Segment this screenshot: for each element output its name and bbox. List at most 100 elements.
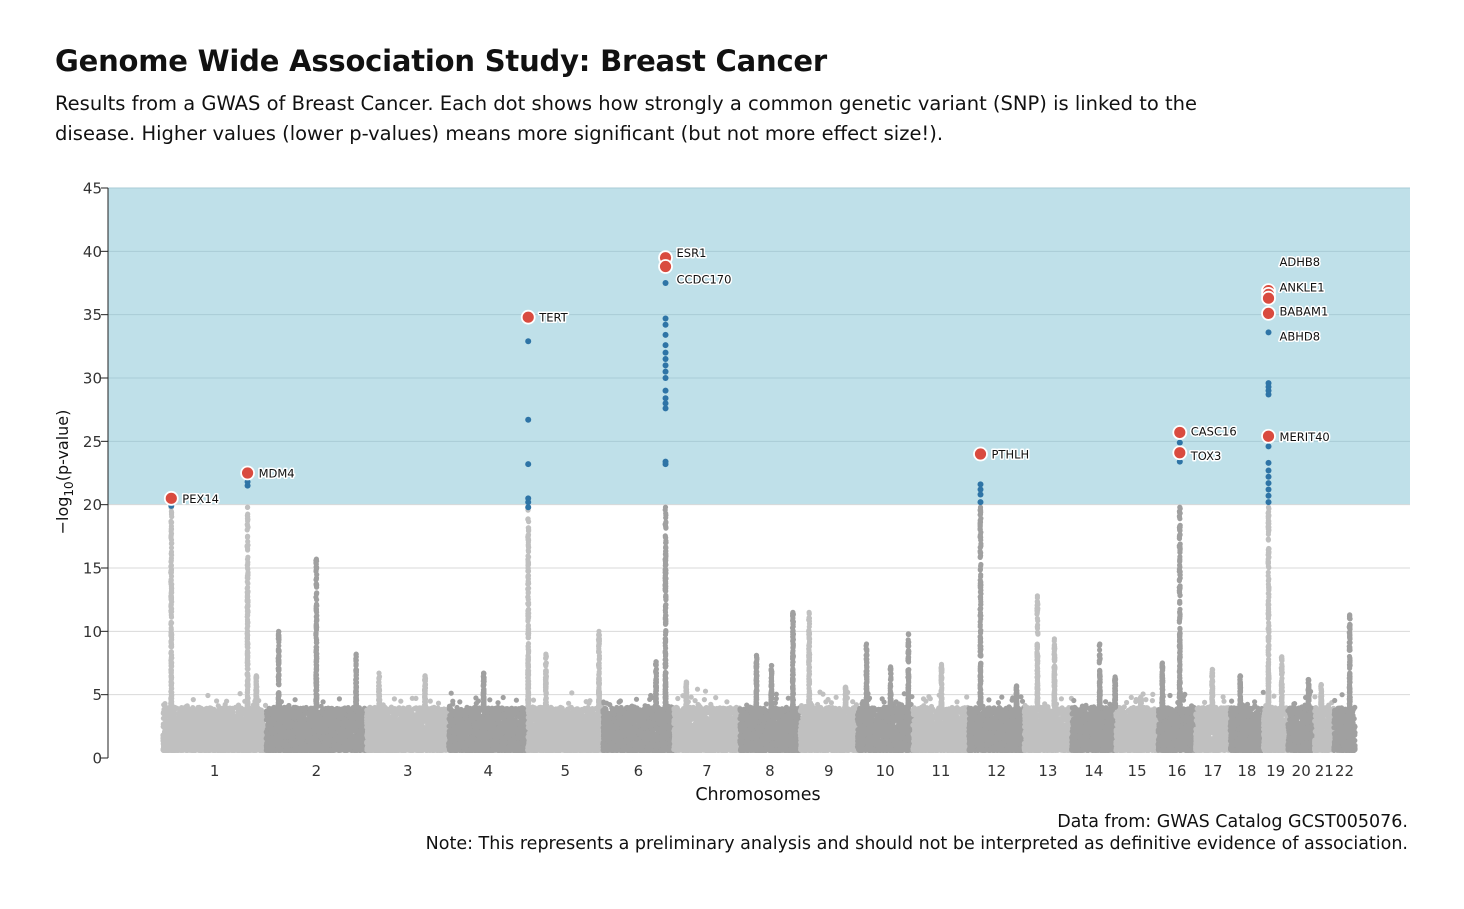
snp-point	[299, 738, 304, 743]
snp-point	[304, 748, 309, 753]
snp-point	[269, 748, 274, 753]
snp-point	[194, 711, 199, 716]
snp-point	[187, 745, 192, 750]
snp-point	[290, 722, 295, 727]
snp-point	[325, 722, 330, 727]
snp-point	[242, 747, 247, 752]
snp-point	[267, 738, 272, 743]
snp-point	[359, 747, 364, 752]
snp-point	[355, 743, 360, 748]
snp-point	[337, 748, 342, 753]
snp-point	[282, 725, 287, 730]
snp-point	[276, 713, 281, 718]
snp-point	[358, 709, 363, 714]
snp-point	[214, 710, 219, 715]
snp-point	[162, 736, 167, 741]
snp-point	[204, 743, 209, 748]
snp-point	[326, 738, 331, 743]
snp-point	[309, 746, 314, 751]
snp-point	[201, 714, 206, 719]
snp-point	[231, 722, 236, 727]
snp-point	[337, 696, 342, 701]
snp-point	[342, 734, 347, 739]
snp-point	[317, 730, 322, 735]
snp-point	[199, 747, 204, 752]
snp-point	[300, 724, 305, 729]
snp-point	[310, 730, 315, 735]
snp-point	[275, 747, 280, 752]
snp-point	[254, 724, 259, 729]
snp-point	[174, 731, 179, 736]
snp-point	[173, 726, 178, 731]
snp-point	[249, 745, 254, 750]
snp-point	[182, 715, 187, 720]
snp-point	[171, 721, 176, 726]
snp-point	[161, 702, 166, 707]
snp-point	[298, 706, 303, 711]
snp-point	[180, 731, 185, 736]
snp-point	[303, 711, 308, 716]
snp-point	[348, 710, 353, 715]
snp-point	[191, 722, 196, 727]
snp-point	[319, 704, 324, 709]
snp-point	[310, 724, 315, 729]
snp-point	[195, 716, 200, 721]
snp-point	[351, 739, 356, 744]
snp-point	[173, 745, 178, 750]
snp-point	[200, 729, 205, 734]
snp-point	[283, 748, 288, 753]
snp-point	[335, 723, 340, 728]
snp-point	[163, 748, 168, 753]
snp-point	[353, 725, 358, 730]
snp-point	[260, 723, 265, 728]
snp-point	[244, 719, 249, 724]
snp-point	[253, 719, 258, 724]
snp-point	[162, 729, 167, 734]
snp-point	[333, 735, 338, 740]
snp-point	[343, 708, 348, 713]
snp-point	[252, 714, 257, 719]
snp-point	[162, 710, 167, 715]
snp-point	[314, 710, 319, 715]
snp-point	[207, 705, 212, 710]
snp-point	[231, 709, 236, 714]
snp-point	[247, 713, 252, 718]
snp-point	[234, 747, 239, 752]
snp-point	[356, 733, 361, 738]
snp-point	[180, 740, 185, 745]
snp-point	[214, 698, 219, 703]
snp-point	[175, 706, 180, 711]
snp-point	[199, 742, 204, 747]
snp-point	[213, 720, 218, 725]
snp-point	[325, 734, 330, 739]
snp-point	[319, 708, 324, 713]
snp-point	[300, 744, 305, 749]
snp-point	[205, 732, 210, 737]
snp-point	[187, 709, 192, 714]
snp-point	[217, 747, 222, 752]
snp-point	[163, 723, 168, 728]
snp-point	[243, 740, 248, 745]
snp-point	[264, 717, 269, 722]
snp-point	[265, 710, 270, 715]
snp-point	[349, 720, 354, 725]
snp-point	[349, 745, 354, 750]
snp-point	[182, 705, 187, 710]
snp-point	[211, 739, 216, 744]
snp-point	[164, 741, 169, 746]
snp-point	[277, 722, 282, 727]
snp-point	[334, 708, 339, 713]
snp-point	[249, 723, 254, 728]
snp-point	[264, 731, 269, 736]
snp-point	[200, 735, 205, 740]
snp-point	[310, 715, 315, 720]
snp-point	[216, 725, 221, 730]
snp-point	[237, 731, 242, 736]
snp-point	[217, 705, 222, 710]
snp-point	[291, 731, 296, 736]
snp-point	[223, 737, 228, 742]
snp-point	[215, 734, 220, 739]
snp-point	[292, 715, 297, 720]
snp-point	[212, 744, 217, 749]
snp-point	[175, 715, 180, 720]
